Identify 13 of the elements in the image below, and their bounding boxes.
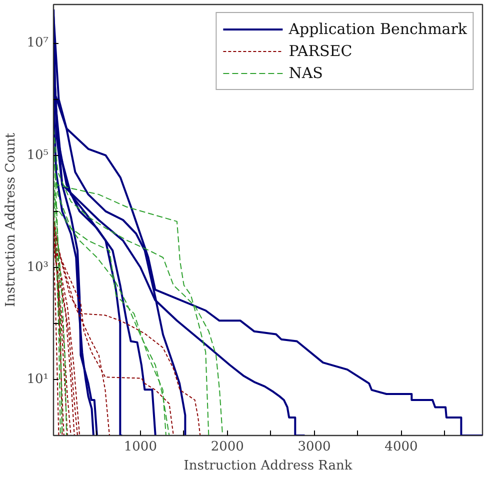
x-tick-label: 4000	[384, 440, 418, 454]
y-tick-label: 10¹	[26, 372, 49, 387]
y-tick-label: 10⁵	[26, 148, 49, 163]
legend-label: PARSEC	[288, 41, 352, 61]
legend-label: NAS	[288, 63, 323, 83]
y-axis-title: Instruction Address Count	[4, 132, 19, 308]
x-tick-label: 2000	[210, 440, 244, 454]
y-tick-label: 10³	[26, 260, 49, 275]
x-tick-label: 3000	[298, 440, 331, 454]
x-tick-label: 1000	[124, 440, 157, 454]
y-tick-label: 10⁷	[26, 36, 49, 51]
legend-label: Application Benchmark	[288, 19, 467, 39]
x-axis-title: Instruction Address Rank	[184, 458, 352, 474]
